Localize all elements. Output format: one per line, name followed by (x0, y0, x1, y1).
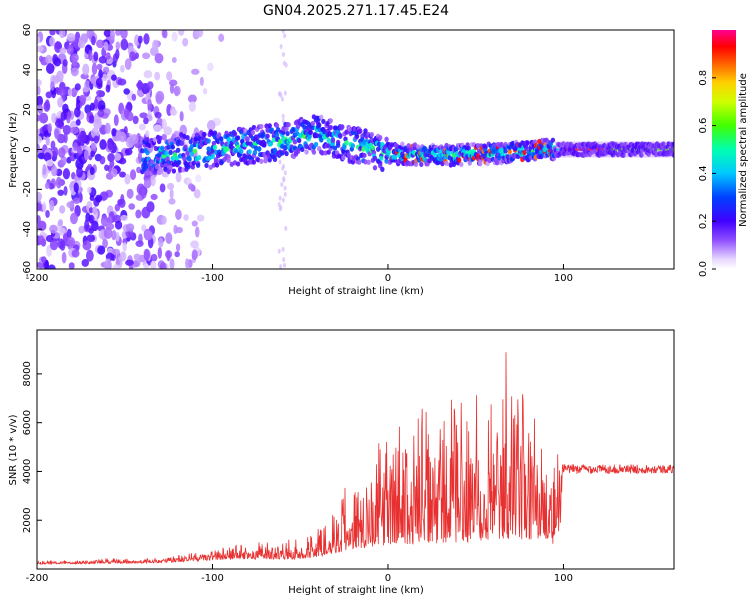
snr-y-tick-label: 2000 (22, 507, 33, 532)
spectrogram-y-tick-label: -60 (22, 261, 33, 277)
spectrogram-y-axis-label: Frequency (Hz) (8, 112, 19, 188)
colorbar-tick-label: 0.4 (698, 165, 709, 181)
colorbar: 0.0 0.2 0.4 0.6 0.8 Normalized spectral ampl… (698, 30, 749, 277)
snr-x-tick-label: -200 (26, 573, 49, 584)
snr-y-axis-label: SNR (10 * v/v) (8, 414, 19, 485)
snr-y-tick-label: 8000 (22, 361, 33, 386)
snr-panel: -200 -100 0 100 2000 4000 6000 8000 Height of s… (8, 329, 675, 596)
colorbar-tick-label: 0.6 (698, 118, 709, 134)
colorbar-tick-label: 0.8 (698, 70, 709, 86)
snr-x-tick-label: 0 (385, 573, 391, 584)
spectrogram-y-tick-label: 60 (22, 24, 33, 37)
figure-title: GN04.2025.271.17.45.E24 (263, 3, 449, 19)
spectrogram-x-tick-label: 0 (385, 273, 391, 284)
spectrogram-x-tick-label: -100 (201, 273, 224, 284)
spectrogram-y-tick-label: -40 (22, 221, 33, 237)
spectrogram-y-tick-label: 0 (22, 146, 33, 152)
colorbar-tick-label: 0.2 (698, 213, 709, 229)
spectrogram-y-tick-label: 20 (22, 103, 33, 116)
snr-x-axis-label: Height of straight line (km) (288, 585, 424, 596)
spectrogram-y-tick-label: 40 (22, 63, 33, 76)
spectrogram-heatmap (37, 30, 674, 269)
colorbar-label: Normalized spectral amplitude (738, 73, 749, 227)
snr-y-tick-label: 4000 (22, 459, 33, 484)
snr-series-line (37, 352, 674, 566)
spectrogram-y-tick-label: -20 (22, 181, 33, 197)
snr-x-tick-label: 100 (554, 573, 573, 584)
snr-x-tick-label: -100 (201, 573, 224, 584)
spectrogram-x-tick-label: -200 (26, 273, 49, 284)
colorbar-tick-label: 0.0 (698, 261, 709, 277)
spectrogram-x-tick-label: 100 (554, 273, 573, 284)
colorbar-ticks: 0.0 0.2 0.4 0.6 0.8 (698, 70, 716, 277)
snr-frame (36, 329, 675, 570)
spectrogram-x-axis-label: Height of straight line (km) (288, 286, 424, 297)
snr-y-tick-label: 6000 (22, 410, 33, 435)
snr-ticks: -200 -100 0 100 2000 4000 6000 8000 (22, 361, 573, 584)
colorbar-gradient (712, 30, 736, 269)
